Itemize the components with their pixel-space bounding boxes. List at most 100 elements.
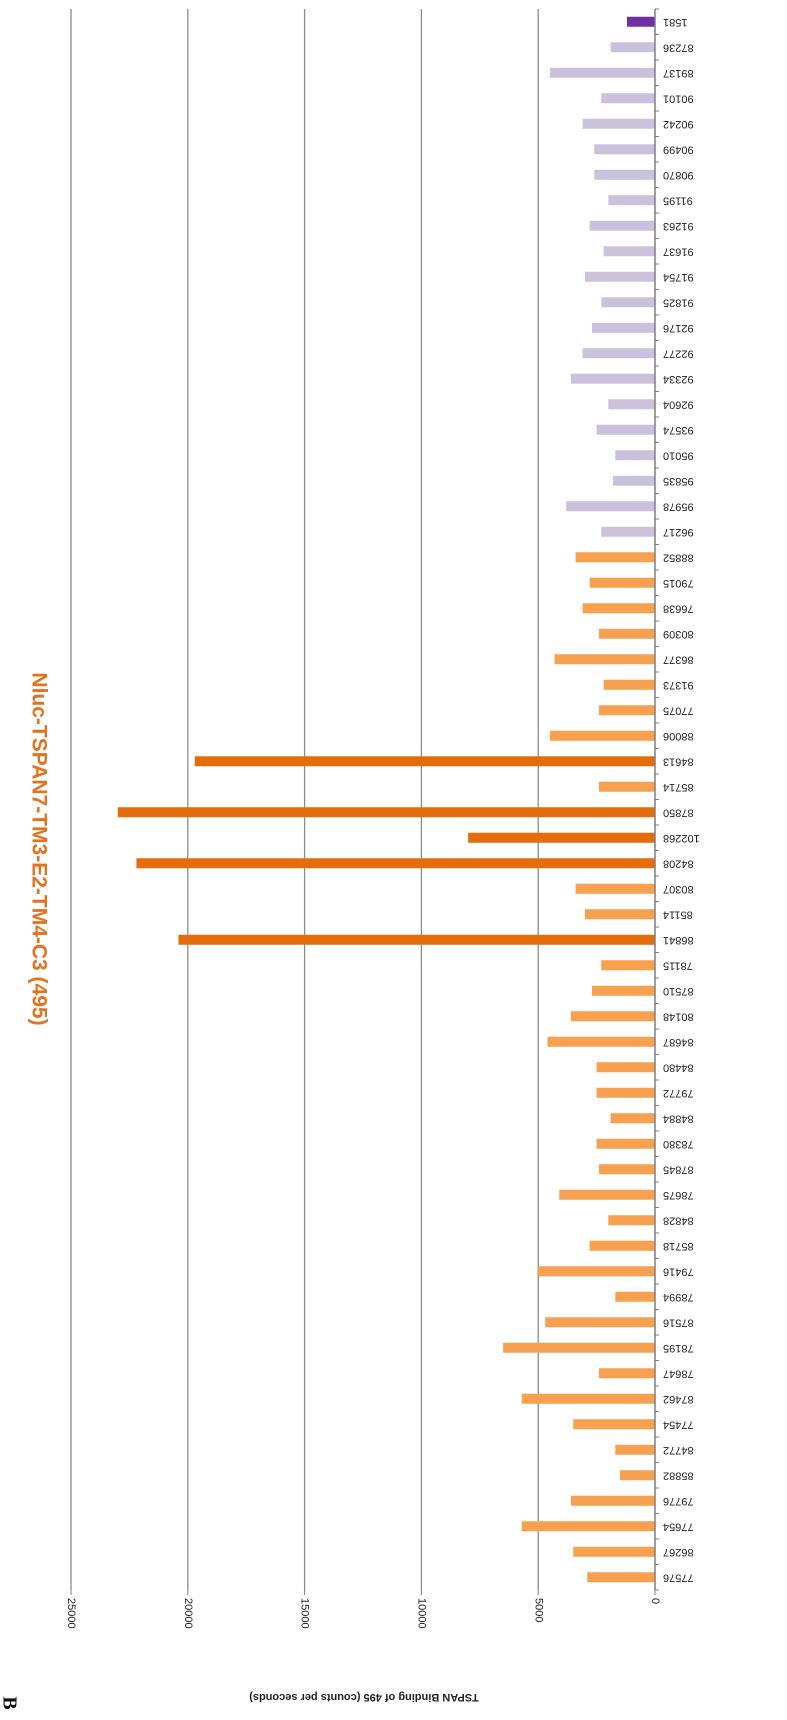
- bar: [601, 297, 655, 308]
- bar: [584, 271, 655, 282]
- bars: [117, 16, 656, 1583]
- chart-title: Nluc-TSPAN7-TM3-E2-TM4-C3 (495): [27, 672, 50, 1025]
- category-tick-label: 102268: [663, 832, 700, 844]
- category-tick-label: 78647: [663, 1367, 694, 1379]
- bar: [598, 1164, 655, 1175]
- category-tick-label: 84480: [663, 1061, 694, 1073]
- bar: [582, 348, 655, 359]
- bar: [615, 1291, 655, 1302]
- bar: [608, 399, 655, 410]
- bar: [601, 526, 655, 537]
- bar: [598, 628, 655, 639]
- bar: [596, 1087, 655, 1098]
- category-tick-label: 84687: [663, 1036, 694, 1048]
- value-tick-label: 25000: [65, 1598, 77, 1629]
- category-tick-label: 78675: [663, 1189, 694, 1201]
- bar: [559, 1189, 655, 1200]
- panel-label: B: [0, 1696, 20, 1709]
- value-tick-label: 10000: [415, 1598, 427, 1629]
- category-tick-label: 77576: [663, 1571, 694, 1583]
- bar: [521, 1393, 655, 1404]
- bar: [598, 1368, 655, 1379]
- category-tick-label: 96217: [663, 526, 694, 538]
- category-tick-label: 85718: [663, 1240, 694, 1252]
- category-tick-label: 95978: [663, 500, 694, 512]
- category-tick-label: 78115: [663, 959, 693, 971]
- category-tick-label: 90499: [663, 143, 694, 155]
- category-tick-label: 87516: [663, 1316, 694, 1328]
- bar: [136, 858, 655, 869]
- value-tick-label: 15000: [299, 1598, 311, 1629]
- category-tick-label: 78380: [663, 1138, 694, 1150]
- category-tick-label: 79776: [663, 1495, 694, 1507]
- category-tick-label: 76638: [663, 602, 694, 614]
- bar: [610, 42, 655, 53]
- bar: [573, 1419, 655, 1430]
- category-tick-label: 87850: [663, 806, 694, 818]
- bar: [603, 679, 655, 690]
- category-tick-label: 79416: [663, 1265, 694, 1277]
- category-tick-label: 79015: [663, 577, 694, 589]
- category-tick-label: 84884: [663, 1112, 694, 1124]
- bar: [573, 1546, 655, 1557]
- category-tick-label: 79772: [663, 1087, 694, 1099]
- category-tick-label: 85714: [663, 781, 694, 793]
- category-tick-label: 1581: [663, 16, 687, 28]
- bar: [549, 67, 655, 78]
- bar: [582, 603, 655, 614]
- bar: [503, 1342, 655, 1353]
- bar: [549, 730, 655, 741]
- category-tick-label: 91195: [663, 194, 693, 206]
- bar: [591, 322, 655, 333]
- bar: [547, 1036, 655, 1047]
- bar: [570, 373, 655, 384]
- bar: [601, 93, 655, 104]
- category-tick-label: 91637: [663, 245, 694, 257]
- bar: [626, 16, 655, 27]
- bar: [615, 1444, 655, 1455]
- category-tick-label: 85882: [663, 1469, 694, 1481]
- value-axis-title: TSPAN Binding of 495 (counts per seconds…: [249, 1691, 479, 1703]
- gridlines: [70, 9, 656, 1595]
- category-tick-label: 92334: [663, 373, 694, 385]
- bar: [117, 807, 656, 818]
- category-tick-label: 84208: [663, 857, 694, 869]
- category-tick-label: 95835: [663, 475, 694, 487]
- category-tick-label: 86267: [663, 1546, 694, 1558]
- bar: [589, 220, 655, 231]
- category-tick-label: 77454: [663, 1418, 694, 1430]
- category-tick-label: 88852: [663, 551, 694, 563]
- bar: [570, 1495, 655, 1506]
- bar: [596, 424, 655, 435]
- bar: [582, 118, 655, 129]
- category-tick-label: 91754: [663, 271, 694, 283]
- bar: [591, 985, 655, 996]
- bar: [584, 909, 655, 920]
- value-tick-label: 20000: [182, 1598, 194, 1629]
- bar: [587, 1572, 655, 1583]
- category-tick-label: 84613: [663, 755, 694, 767]
- bar: [598, 781, 655, 792]
- value-axis-ticks: 0 5000 10000 15000 20000 25000: [65, 1598, 661, 1629]
- bar: [554, 654, 655, 665]
- bar: [194, 756, 656, 767]
- category-tick-label: 90101: [663, 92, 694, 104]
- bar: [538, 1266, 655, 1277]
- bar: [615, 450, 655, 461]
- category-tick-label: 89137: [663, 67, 694, 79]
- bar: [596, 1138, 655, 1149]
- category-tick-label: 90242: [663, 118, 694, 130]
- category-tick-label: 80309: [663, 628, 694, 640]
- bar: [566, 501, 655, 512]
- bar: [598, 705, 655, 716]
- bar: [596, 1062, 655, 1073]
- category-tick-label: 88006: [663, 730, 694, 742]
- category-tick-label: 87462: [663, 1393, 694, 1405]
- bar: [608, 195, 655, 206]
- bar: [612, 475, 655, 486]
- value-tick-label: 0: [649, 1598, 661, 1604]
- category-tick-label: 95010: [663, 449, 694, 461]
- bar: [178, 934, 655, 945]
- bar: [589, 1240, 655, 1251]
- category-tick-label: 86841: [663, 934, 694, 946]
